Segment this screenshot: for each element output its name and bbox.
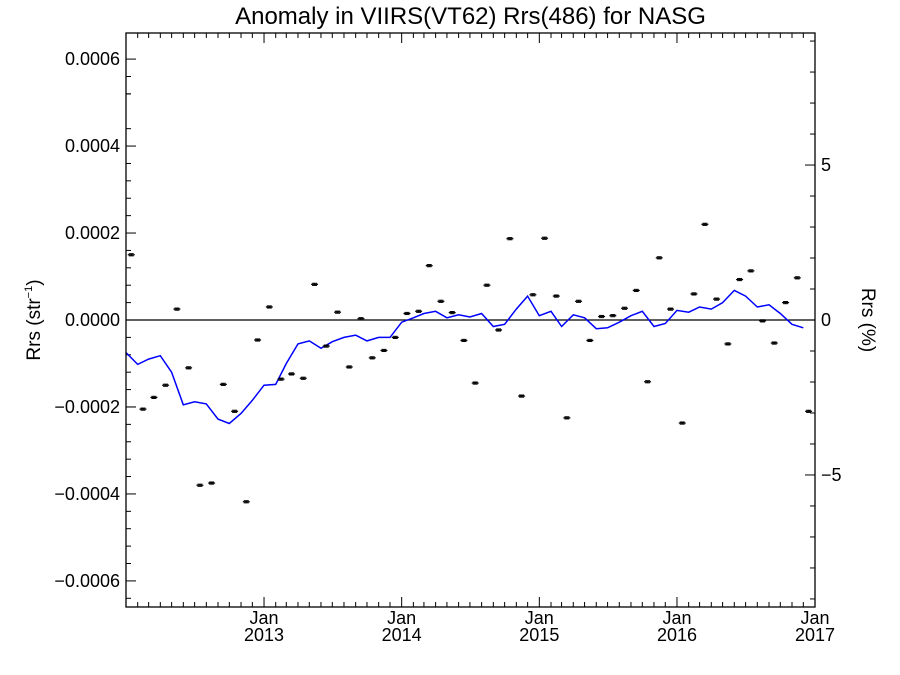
data-point	[632, 288, 640, 293]
data-point	[506, 237, 514, 241]
data-point	[380, 348, 388, 353]
data-point	[782, 301, 790, 305]
data-point	[471, 381, 479, 385]
data-point	[368, 356, 376, 360]
data-point	[162, 383, 170, 387]
data-point	[437, 299, 445, 303]
data-point	[575, 299, 583, 303]
svg-text:Rrs (str−1): Rrs (str−1)	[23, 279, 45, 360]
data-point	[759, 319, 767, 323]
y-axis-label-right: Rrs (%)	[857, 288, 878, 352]
data-point	[345, 365, 353, 369]
data-point	[770, 341, 778, 345]
data-point	[403, 311, 411, 316]
data-point	[391, 335, 399, 339]
data-point	[655, 256, 663, 260]
data-point	[644, 380, 652, 384]
x-tick-label-year: 2015	[519, 625, 559, 645]
data-point	[563, 416, 571, 420]
data-point	[495, 328, 503, 332]
data-point	[736, 277, 744, 282]
data-point	[793, 276, 801, 280]
data-point	[254, 338, 262, 342]
data-point	[667, 307, 675, 311]
y-tick-label: 0.0006	[65, 49, 120, 69]
data-point	[299, 376, 307, 380]
y-axis-label-left: Rrs (str−1)	[23, 279, 45, 360]
data-point	[448, 311, 456, 315]
data-point	[288, 372, 296, 376]
data-point	[609, 314, 617, 318]
data-point	[415, 309, 423, 313]
data-point	[334, 310, 342, 314]
data-point	[231, 409, 239, 413]
x-tick-label-month: Jan	[525, 608, 554, 628]
data-point	[552, 294, 560, 298]
data-point	[277, 377, 285, 381]
data-point	[678, 421, 686, 425]
x-tick-label-year: 2014	[382, 625, 422, 645]
data-point	[208, 481, 216, 485]
x-tick-label-year: 2016	[657, 625, 697, 645]
y-right-tick-label: 0	[821, 310, 831, 330]
data-point	[425, 264, 433, 268]
data-point	[805, 409, 813, 413]
x-tick-label-month: Jan	[800, 608, 829, 628]
y-right-tick-label: 5	[821, 155, 831, 175]
data-point	[747, 269, 755, 273]
y-tick-label: 0.0004	[65, 136, 120, 156]
data-point	[518, 394, 526, 398]
data-point	[713, 297, 721, 301]
data-point	[690, 292, 698, 296]
data-point	[196, 483, 204, 487]
data-point	[311, 282, 319, 286]
data-point	[529, 293, 537, 297]
data-point	[139, 407, 147, 411]
data-point	[541, 236, 549, 240]
data-point	[322, 344, 330, 348]
chart-title: Anomaly in VIIRS(VT62) Rrs(486) for NASG	[235, 3, 706, 30]
data-point	[701, 222, 709, 226]
data-point	[460, 338, 468, 343]
x-tick-label-month: Jan	[662, 608, 691, 628]
data-point	[219, 382, 227, 386]
y-tick-label: −0.0002	[54, 397, 120, 417]
data-point	[185, 366, 193, 370]
x-tick-label-month: Jan	[387, 608, 416, 628]
x-tick-label-month: Jan	[250, 608, 279, 628]
data-point	[173, 307, 181, 311]
data-point	[621, 306, 629, 310]
x-tick-label-year: 2017	[795, 625, 835, 645]
plot-area: 0.0006 0.0004 0.0002 0.0000 −0.0002 −0.0004 −0…	[54, 32, 842, 645]
y-tick-label: 0.0002	[65, 223, 120, 243]
data-point	[265, 305, 273, 309]
data-point	[127, 253, 135, 257]
y-right-tick-label: −5	[821, 465, 842, 485]
y-tick-label: −0.0006	[54, 571, 120, 591]
data-point	[483, 283, 491, 287]
data-point	[586, 338, 594, 343]
data-point	[357, 317, 365, 321]
data-point	[242, 500, 250, 504]
trend-line	[125, 289, 804, 425]
plot-frame	[125, 32, 816, 608]
y-tick-label: 0.0000	[65, 310, 120, 330]
data-point	[150, 395, 158, 399]
x-tick-label-year: 2013	[244, 625, 284, 645]
data-point	[724, 342, 732, 346]
data-point	[598, 314, 606, 319]
y-tick-label: −0.0004	[54, 484, 120, 504]
